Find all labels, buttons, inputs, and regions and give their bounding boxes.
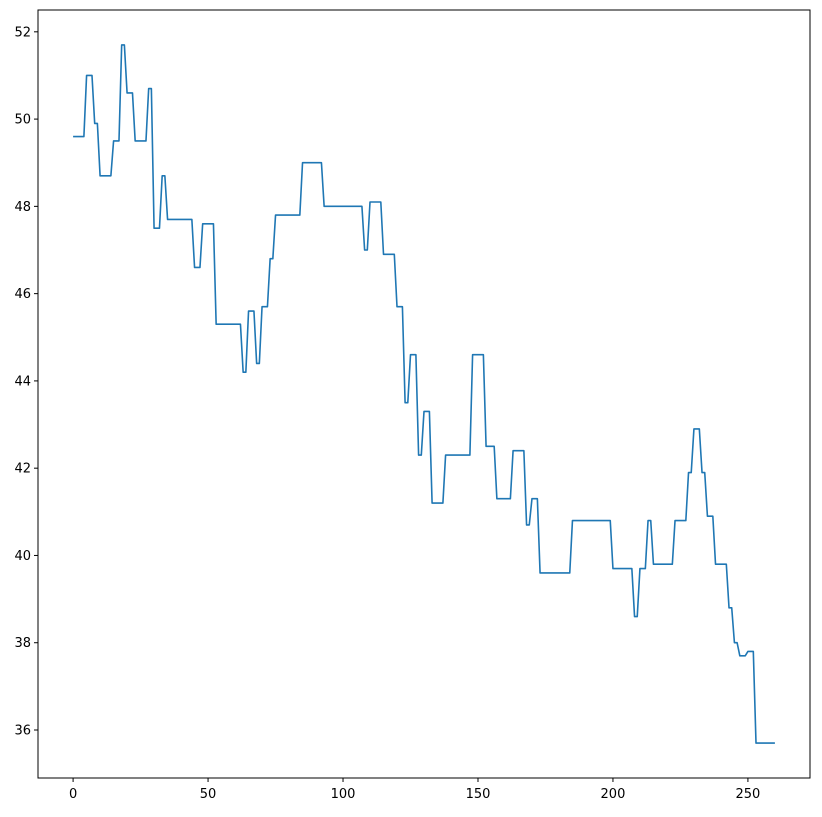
y-tick-label: 38 — [14, 636, 31, 651]
series-line — [73, 44, 775, 744]
plot-frame — [37, 9, 811, 779]
x-tick-label: 100 — [331, 787, 356, 802]
x-tick-label: 250 — [736, 787, 761, 802]
y-tick-label: 48 — [14, 200, 31, 215]
y-tick-label: 40 — [14, 549, 31, 564]
y-tick-label: 52 — [14, 25, 31, 40]
x-tick-label: 150 — [466, 787, 491, 802]
y-tick-label: 42 — [14, 462, 31, 477]
x-tick-label: 200 — [601, 787, 626, 802]
ticks-layer: 0 50 100 150 200 250 36 38 40 42 44 46 48 50 52 — [14, 25, 760, 802]
y-tick-label: 50 — [14, 113, 31, 128]
x-tick-label: 50 — [200, 787, 217, 802]
x-tick-label: 0 — [69, 787, 77, 802]
y-tick-label: 44 — [14, 374, 31, 389]
y-tick-label: 46 — [14, 287, 31, 302]
series-layer — [73, 44, 775, 744]
y-tick-label: 36 — [14, 724, 31, 739]
